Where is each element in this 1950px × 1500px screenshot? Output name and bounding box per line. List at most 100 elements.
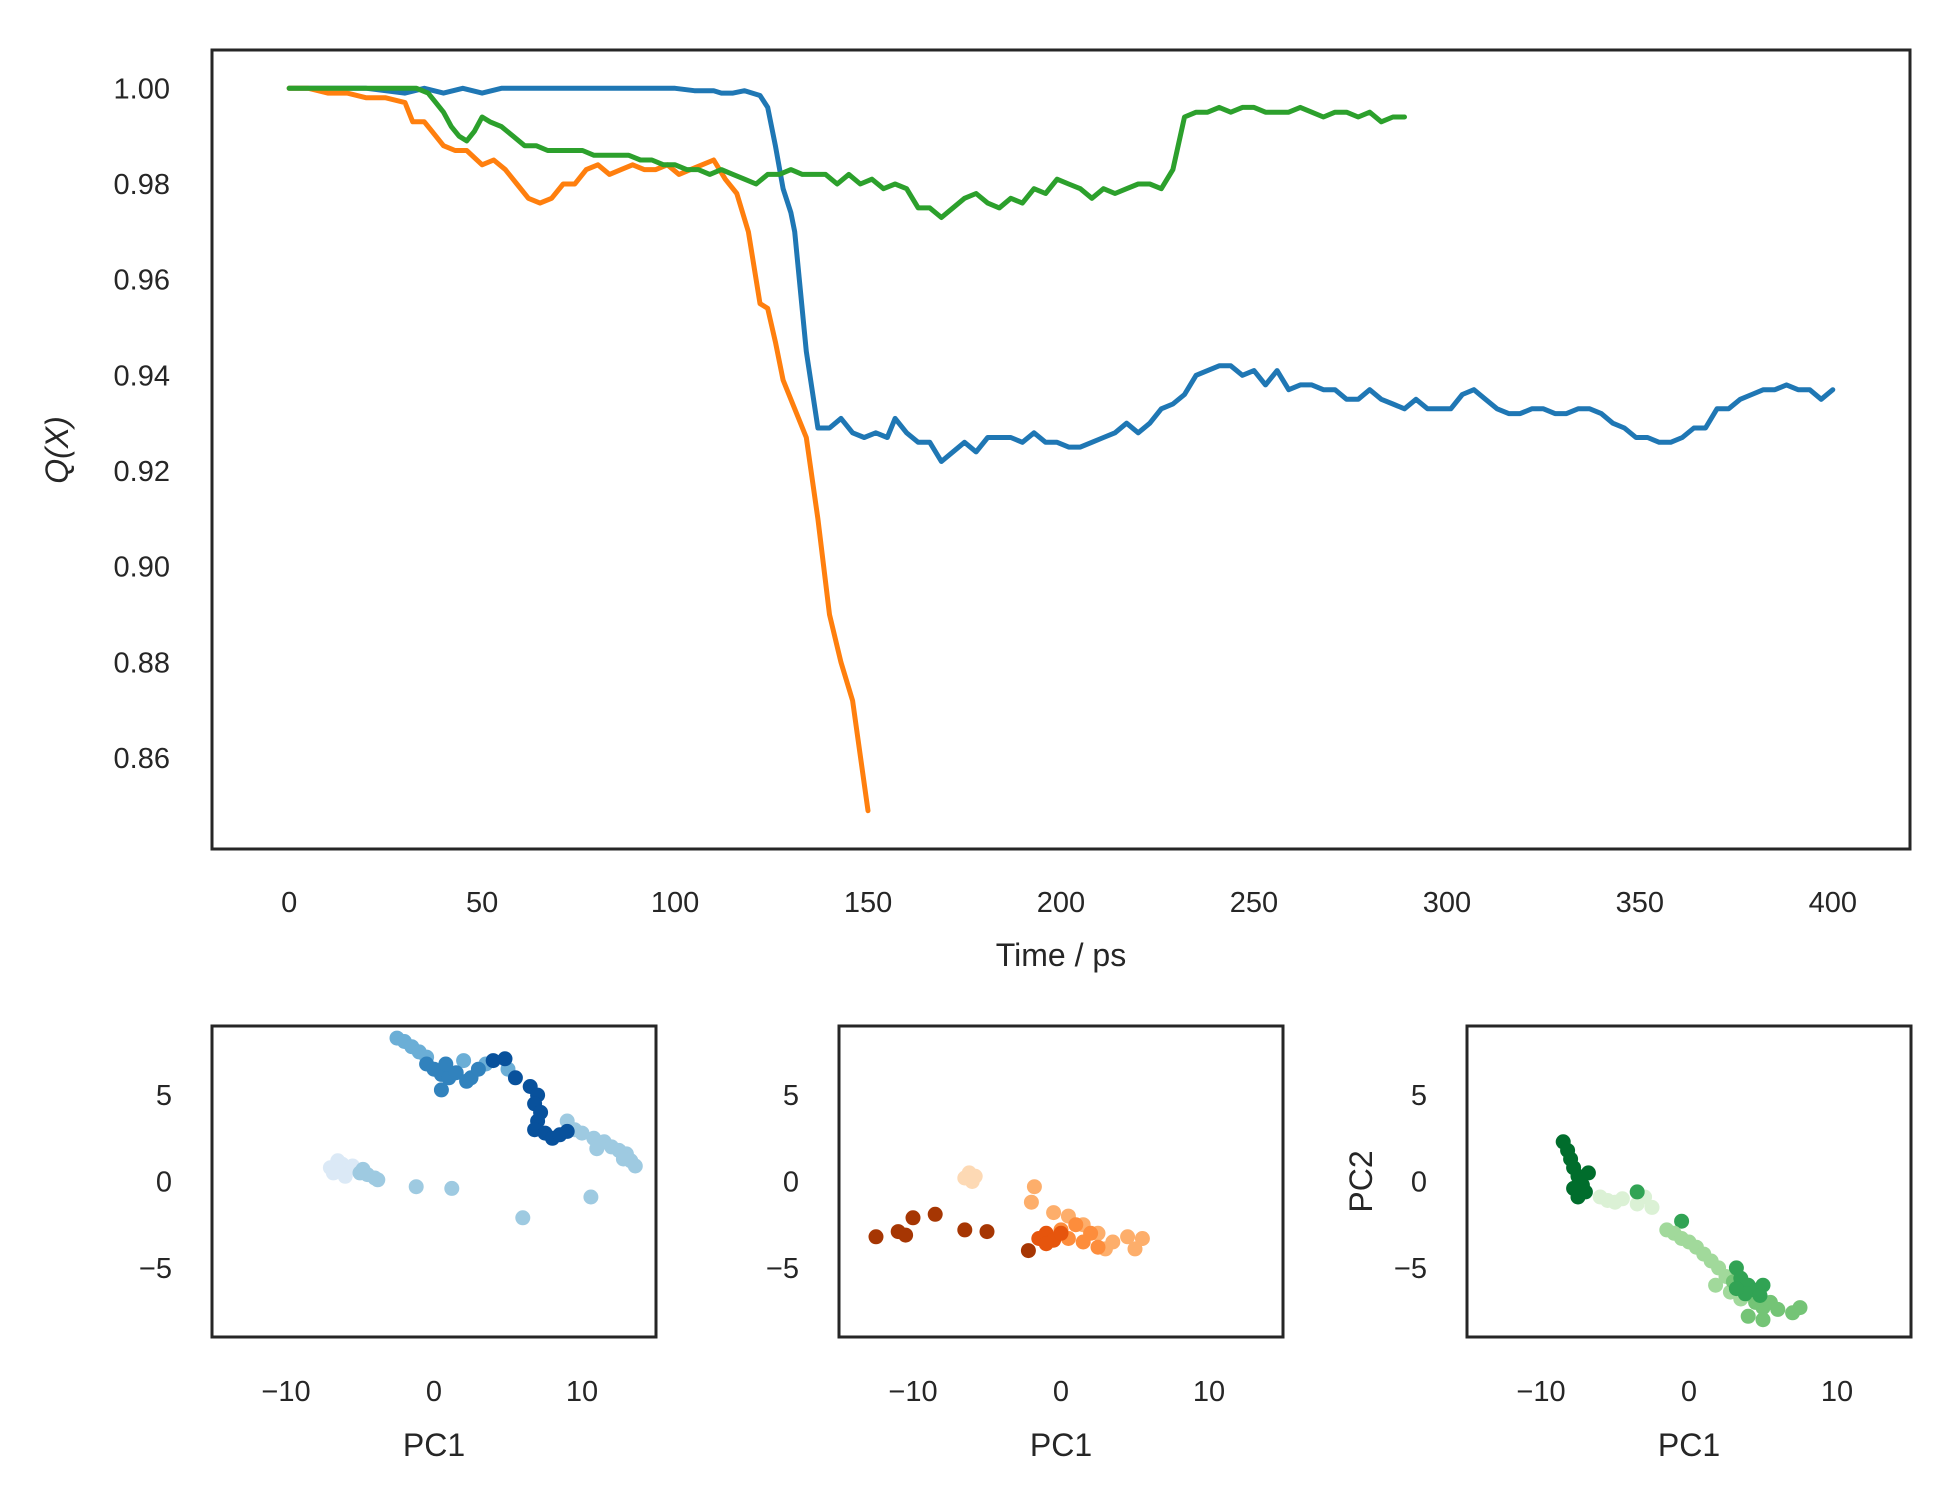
y-tick-label: 1.00: [114, 73, 170, 105]
panel-frame: [210, 1024, 658, 1339]
scatter-point: [1020, 1243, 1036, 1259]
y-tick-label: 5: [783, 1080, 799, 1112]
y-tick-label: 0.90: [114, 552, 170, 584]
scatter-point: [1708, 1277, 1724, 1293]
x-axis-label: PC1: [403, 1427, 465, 1463]
scatter-point: [1740, 1308, 1756, 1324]
y-axis-label: Q(X): [39, 416, 75, 484]
y-tick-label: −5: [766, 1253, 799, 1285]
y-tick-label: 0.86: [114, 743, 170, 775]
scatter-point: [1566, 1180, 1582, 1196]
scatter-point: [559, 1123, 575, 1139]
x-tick-label: −10: [261, 1376, 310, 1408]
scatter-point: [1023, 1194, 1039, 1210]
y-tick-label: −5: [139, 1253, 172, 1285]
scatter-point: [979, 1224, 995, 1240]
scatter-point: [1629, 1184, 1645, 1200]
scatter-point: [1134, 1231, 1150, 1246]
x-axis-label: PC1: [1030, 1427, 1092, 1463]
y-tick-label: 0: [1411, 1167, 1427, 1199]
scatter-point: [1046, 1205, 1062, 1221]
scatter-point: [497, 1051, 513, 1067]
y-tick-label: 5: [1411, 1080, 1427, 1112]
scatter-point: [1053, 1225, 1069, 1241]
x-tick-label: 10: [566, 1376, 598, 1408]
y-tick-label: 0: [156, 1167, 172, 1199]
x-tick-label: 100: [651, 887, 699, 919]
scatter-point: [1068, 1217, 1084, 1233]
scatter-point: [408, 1179, 424, 1195]
plot-frame: [210, 48, 1912, 851]
scatter-point: [485, 1053, 501, 1069]
scatter-point: [1090, 1239, 1106, 1255]
scatter-point: [507, 1070, 523, 1086]
x-tick-label: 400: [1809, 887, 1857, 919]
scatter-point: [1075, 1234, 1091, 1250]
y-axis-label: PC2: [1343, 1150, 1379, 1212]
scatter-point: [1755, 1312, 1771, 1328]
x-axis-label: Time / ps: [996, 937, 1126, 973]
scatter-point: [957, 1222, 973, 1238]
x-tick-label: 10: [1821, 1376, 1853, 1408]
scatter-point: [459, 1073, 475, 1089]
scatter-panel-green: −10 0 10 5 0 −5 PC1 PC2: [1343, 1024, 1913, 1463]
x-tick-label: 300: [1423, 887, 1471, 919]
x-axis-label: PC1: [1658, 1427, 1720, 1463]
scatter-point: [370, 1172, 386, 1188]
scatter-point: [433, 1082, 449, 1098]
scatter-point: [1728, 1281, 1744, 1297]
scatter-point: [589, 1141, 605, 1157]
scatter-point: [1026, 1179, 1042, 1195]
series-line-1: [286, 85, 871, 814]
scatter-point: [470, 1061, 486, 1077]
scatter-point: [615, 1151, 631, 1167]
scatter-point: [627, 1158, 643, 1174]
scatter-point: [1792, 1300, 1808, 1316]
y-tick-label: 0.92: [114, 456, 170, 488]
scatter-point: [967, 1168, 983, 1184]
scatter-point: [515, 1210, 531, 1226]
scatter-point: [868, 1229, 884, 1245]
scatter-point: [927, 1206, 943, 1222]
x-tick-label: 150: [844, 887, 892, 919]
y-tick-label: −5: [1394, 1253, 1427, 1285]
y-tick-label: 0: [783, 1167, 799, 1199]
y-tick-label: 0.98: [114, 169, 170, 201]
scatter-point: [1127, 1241, 1143, 1257]
scatter-point: [905, 1210, 921, 1226]
scatter-point: [1752, 1288, 1768, 1303]
x-tick-label: 50: [466, 887, 498, 919]
scatter-point: [898, 1227, 914, 1243]
x-tick-label: 250: [1230, 887, 1278, 919]
series-line-2: [286, 85, 1407, 220]
scatter-point: [1120, 1229, 1136, 1245]
y-tick-label: 0.94: [114, 360, 170, 392]
panel-frame: [837, 1024, 1285, 1339]
x-tick-label: 350: [1616, 887, 1664, 919]
x-tick-label: 0: [1681, 1376, 1697, 1408]
panel-frame: [1465, 1024, 1913, 1339]
scatter-point: [1674, 1213, 1690, 1229]
main-line-chart: 0 50 100 150 200 250 300 350 400 0.86 0.88 0.90 0.92…: [39, 48, 1912, 973]
scatter-point: [456, 1053, 472, 1069]
scatter-point: [1614, 1191, 1630, 1207]
y-tick-label: 0.96: [114, 265, 170, 297]
y-tick-label: 5: [156, 1080, 172, 1112]
x-tick-label: 0: [426, 1376, 442, 1408]
scatter-point: [1580, 1165, 1596, 1181]
x-tick-label: 10: [1193, 1376, 1225, 1408]
x-tick-label: 0: [1053, 1376, 1069, 1408]
x-tick-label: −10: [888, 1376, 937, 1408]
x-tick-label: 0: [281, 887, 297, 919]
scatter-panel-blue: −10 0 10 5 0 −5 PC1: [139, 1024, 658, 1463]
scatter-point: [1644, 1199, 1660, 1215]
scatter-point: [1038, 1236, 1054, 1252]
scatter-point: [448, 1065, 464, 1081]
scatter-point: [1770, 1301, 1786, 1317]
x-tick-label: 200: [1037, 887, 1085, 919]
x-tick-label: −10: [1516, 1376, 1565, 1408]
scatter-point: [444, 1180, 460, 1196]
scatter-point: [583, 1189, 599, 1205]
y-tick-label: 0.88: [114, 647, 170, 679]
